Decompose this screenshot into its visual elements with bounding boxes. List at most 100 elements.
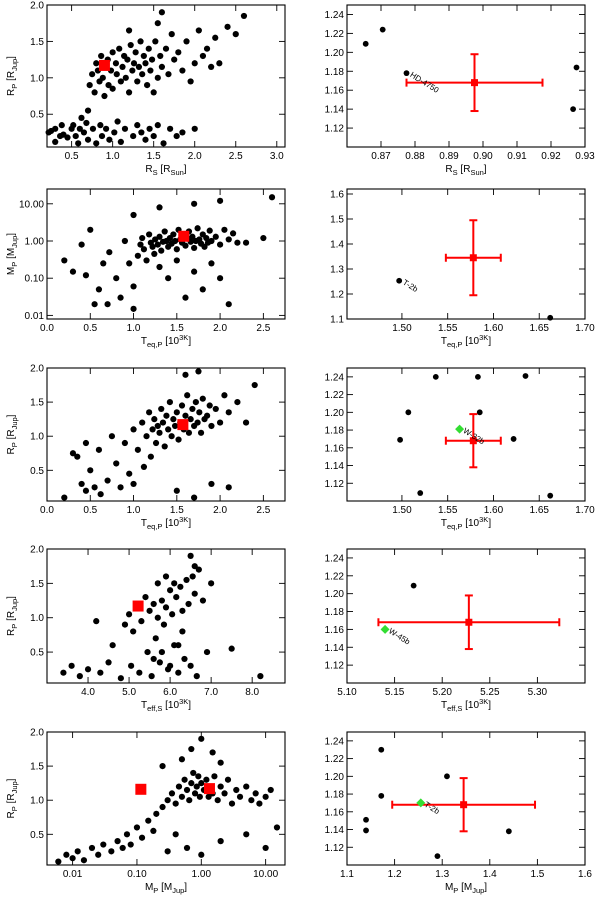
data-point (130, 628, 137, 635)
data-point (154, 422, 161, 430)
y-tick-label: 1.00 (25, 237, 45, 248)
x-tick-label: 0.89 (439, 151, 459, 162)
x-tick-label: 0.5 (83, 505, 97, 516)
data-point (183, 38, 190, 45)
data-point (221, 226, 228, 233)
y-tick-label: 1.22 (325, 390, 345, 401)
data-point (179, 67, 186, 74)
chart-a3: 0.0 0.5 1.0 1.5 2.0 2.5 0.5 1.0 1.5 2.0 Teq,P [103… (6, 364, 286, 531)
data-point (206, 227, 213, 234)
highlight-marker (203, 783, 215, 795)
data-point (171, 422, 179, 430)
data-point (146, 231, 153, 238)
x-tick-label: 5.0 (122, 687, 136, 698)
data-point (171, 580, 178, 587)
y-tick-label: 1.14 (325, 461, 345, 472)
y-tick-label: 2.0 (30, 545, 44, 556)
data-point (162, 604, 170, 611)
data-point (173, 409, 180, 416)
chart-a1: 0.5 1.0 1.5 2.0 2.5 3.00.51.01.52.0RS [RSun]R… (6, 1, 286, 177)
data-point (228, 800, 236, 807)
data-point (69, 855, 76, 862)
data-point (159, 763, 166, 770)
data-point (69, 268, 77, 275)
data-point (182, 371, 189, 378)
data-point (216, 275, 224, 282)
data-point (161, 443, 168, 450)
data-point (98, 52, 105, 60)
data-point (156, 659, 163, 666)
data-point (191, 790, 199, 797)
data-point (133, 824, 141, 831)
x-tick-label: 1.55 (438, 505, 458, 516)
y-tick-label: 1.24 (325, 553, 345, 564)
data-point (134, 122, 141, 129)
data-point (158, 405, 165, 413)
data-point (221, 392, 228, 399)
data-point (234, 399, 241, 406)
data-point (156, 429, 163, 436)
data-point (191, 200, 198, 207)
data-point (117, 138, 124, 146)
data-point (111, 129, 118, 136)
x-tick-label: 5.20 (432, 687, 452, 698)
data-point (84, 136, 92, 143)
data-point (150, 827, 157, 834)
data-point (173, 132, 180, 140)
data-point (165, 275, 172, 282)
data-point (165, 71, 172, 78)
data-point (95, 286, 103, 293)
y-tick-label: 0.5 (30, 466, 44, 477)
data-point (201, 243, 208, 250)
data-point (95, 851, 102, 858)
data-point (161, 228, 168, 235)
data-point (88, 844, 96, 852)
data-point (214, 797, 221, 804)
data-point (573, 64, 580, 71)
data-point (106, 136, 113, 143)
data-point (125, 89, 133, 96)
data-point (379, 26, 386, 33)
x-tick-label: 0.0 (40, 505, 54, 516)
data-point (130, 305, 137, 312)
y-tick-label: 1.20 (325, 589, 345, 600)
data-point (183, 844, 191, 852)
chart-a5: 0.01 0.10 1.00 10.00 0.5 1.0 1.5 2.0 MP [MJup] RP… (6, 728, 286, 895)
data-point (140, 463, 148, 470)
x-tick-label: 2.5 (229, 151, 243, 162)
data-point (224, 776, 232, 783)
data-point (151, 250, 158, 257)
x-tick-label: 1.6 (578, 869, 592, 880)
x-tick-label: 0.10 (127, 869, 147, 880)
data-point (75, 140, 82, 147)
y-tick-label: 10.00 (19, 199, 44, 210)
data-point (152, 439, 160, 447)
annotated-point (416, 798, 426, 808)
data-point (248, 797, 255, 804)
data-point (203, 648, 211, 656)
data-point (157, 52, 164, 60)
data-point (144, 648, 151, 656)
data-point (154, 20, 161, 27)
y-tick-label: 1.6 (330, 190, 344, 201)
chart-b5: 1.1 1.2 1.3 1.4 1.5 1.6 1.12 1.14 1.16 1.18 1.20 1.… (325, 731, 592, 895)
data-point (216, 60, 223, 67)
data-point (410, 582, 417, 589)
y-tick-label: 1.16 (325, 86, 345, 97)
data-point (98, 132, 106, 140)
x-tick-label: 1.2 (388, 869, 402, 880)
data-point (169, 611, 176, 618)
data-point (217, 838, 224, 845)
plot-frame (46, 548, 286, 684)
data-point (268, 194, 276, 201)
data-point (129, 67, 136, 74)
x-tick-label: 1.55 (438, 323, 458, 334)
data-point (105, 82, 112, 89)
data-point (117, 484, 124, 491)
data-point (116, 45, 123, 52)
data-point (187, 78, 194, 85)
y-tick-label: 1.0 (30, 613, 44, 624)
data-point (179, 607, 186, 614)
data-point (100, 841, 107, 848)
data-point (143, 257, 150, 264)
